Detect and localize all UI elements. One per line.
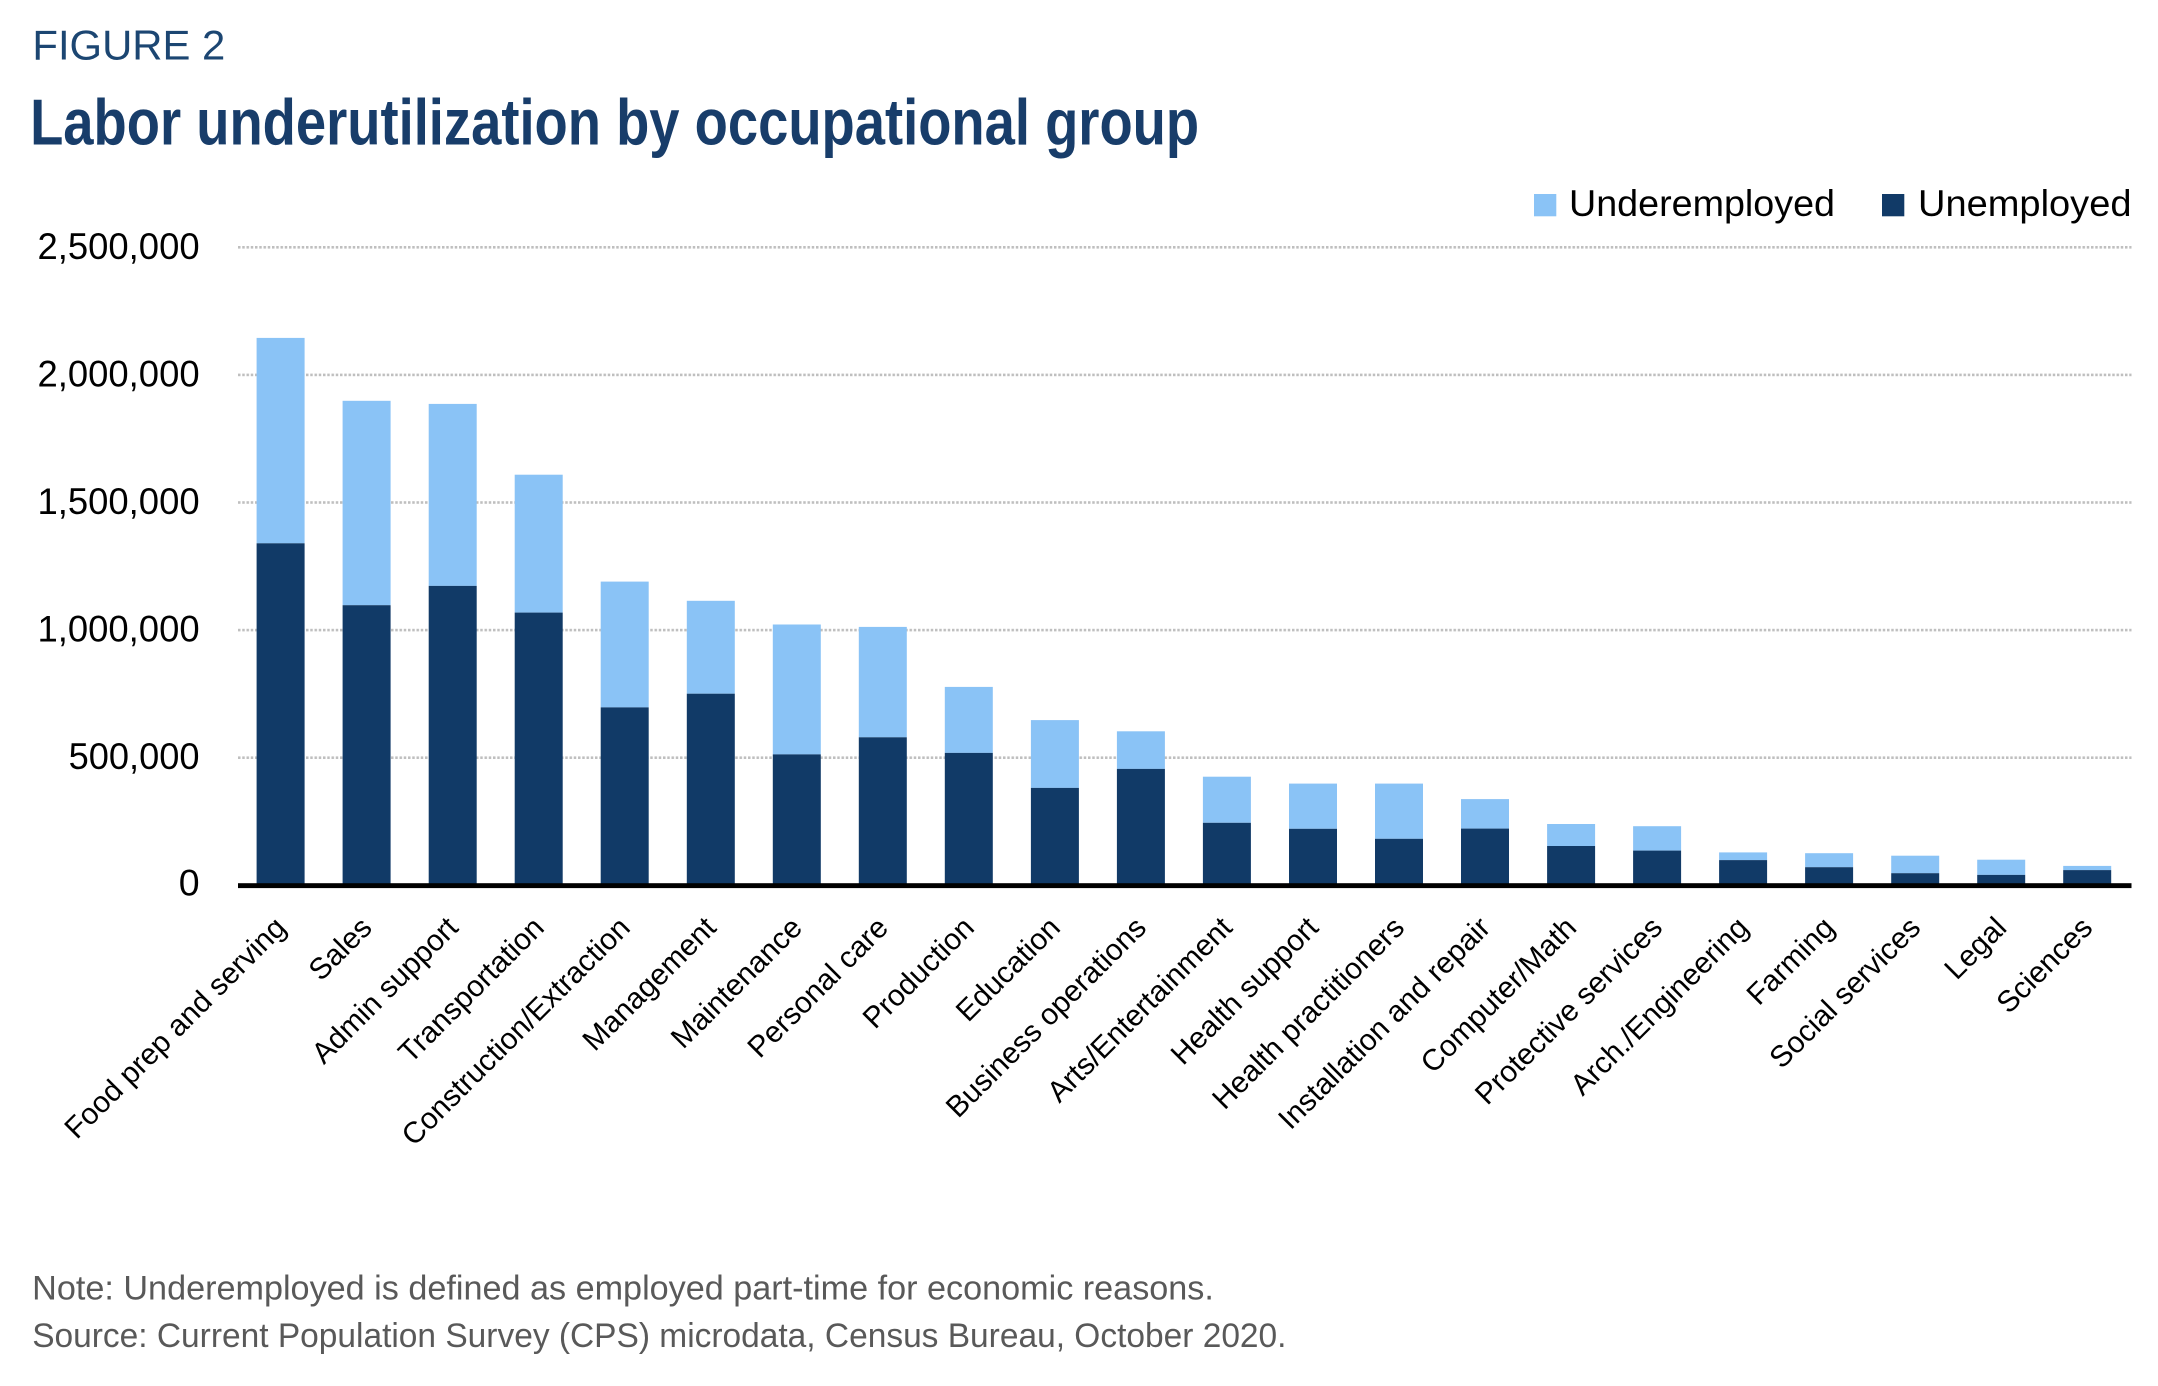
svg-text:1,500,000: 1,500,000 [38,480,200,522]
svg-text:500,000: 500,000 [69,735,200,777]
svg-text:2,000,000: 2,000,000 [38,352,200,394]
svg-text:0: 0 [179,862,200,904]
svg-text:Underemployed: Underemployed [1569,182,1835,224]
svg-text:Unemployed: Unemployed [1918,182,2132,224]
svg-text:1,000,000: 1,000,000 [38,608,200,650]
svg-text:Labor underutilization by occu: Labor underutilization by occupational g… [30,87,1199,159]
svg-text:Source: Current Population Sur: Source: Current Population Survey (CPS) … [32,1317,1286,1355]
svg-text:FIGURE 2: FIGURE 2 [32,21,225,68]
svg-text:2,500,000: 2,500,000 [38,225,200,267]
svg-text:Note: Underemployed is defined: Note: Underemployed is defined as employ… [32,1269,1214,1307]
